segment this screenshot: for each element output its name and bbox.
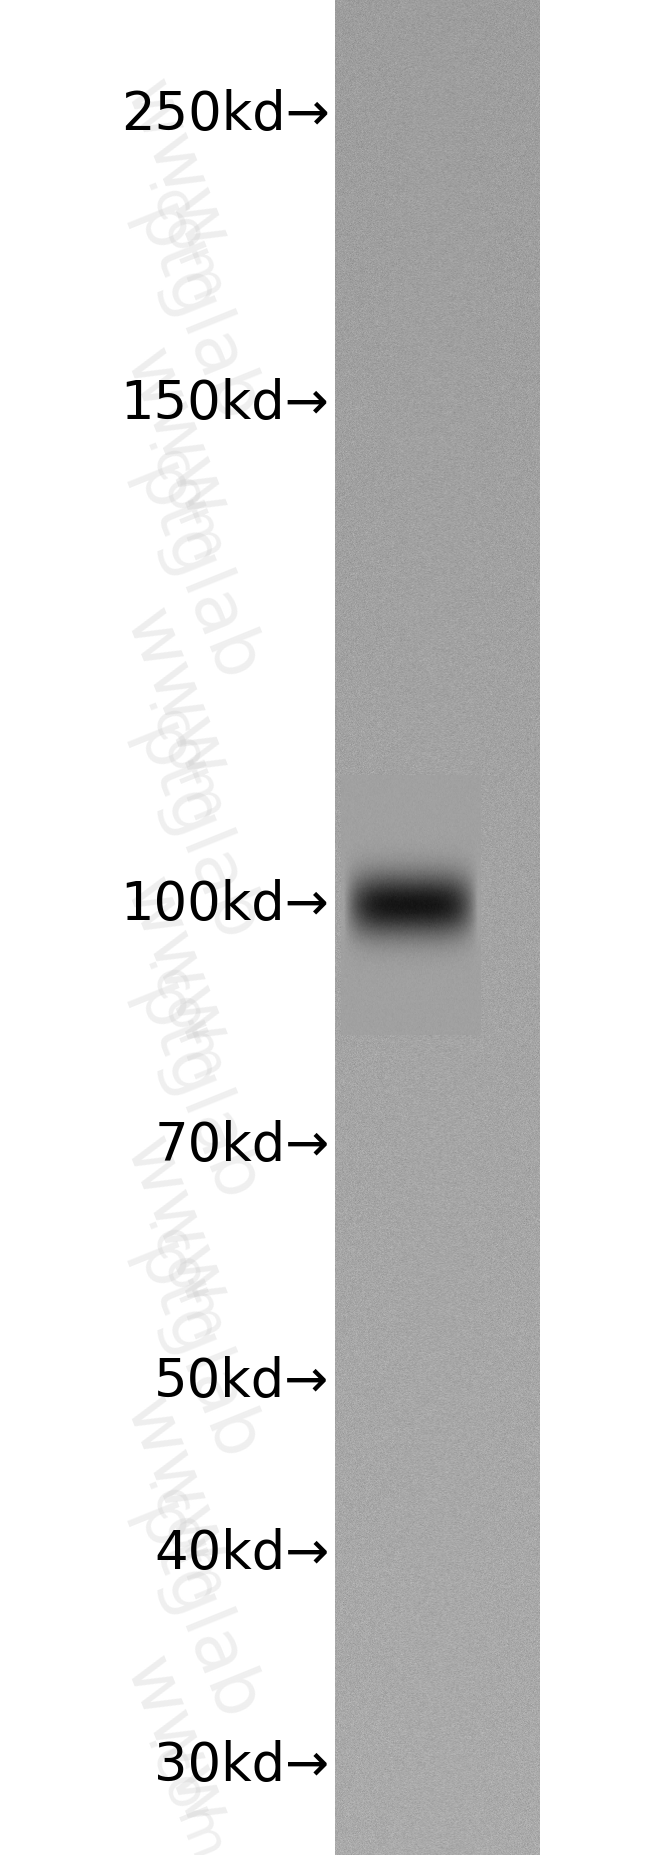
Text: .com: .com (131, 1208, 233, 1352)
Text: .com: .com (131, 169, 233, 313)
Text: www: www (111, 1649, 240, 1838)
Text: www: www (111, 601, 240, 790)
Text: 100kd→: 100kd→ (121, 879, 330, 931)
Text: 150kd→: 150kd→ (121, 378, 330, 430)
Text: ptglab: ptglab (120, 1234, 270, 1475)
Text: www: www (111, 72, 240, 262)
Text: ptglab: ptglab (120, 195, 270, 436)
Text: ptglab: ptglab (120, 974, 270, 1215)
Text: ptglab: ptglab (120, 714, 270, 955)
Text: .com: .com (131, 1467, 233, 1612)
Text: .com: .com (131, 429, 233, 573)
Text: .com: .com (131, 688, 233, 833)
Text: 40kd→: 40kd→ (154, 1529, 330, 1580)
Text: ptglab: ptglab (120, 454, 270, 696)
Text: www: www (111, 870, 240, 1059)
Text: www: www (111, 1130, 240, 1319)
Text: 50kd→: 50kd→ (154, 1356, 330, 1408)
Text: 70kd→: 70kd→ (154, 1120, 330, 1172)
Text: ptglab: ptglab (120, 1493, 270, 1734)
Text: 250kd→: 250kd→ (121, 89, 330, 141)
Text: www: www (111, 1389, 240, 1579)
Text: .com: .com (131, 1727, 233, 1855)
Text: www: www (111, 341, 240, 531)
Text: 30kd→: 30kd→ (154, 1740, 330, 1792)
Text: .com: .com (131, 948, 233, 1093)
